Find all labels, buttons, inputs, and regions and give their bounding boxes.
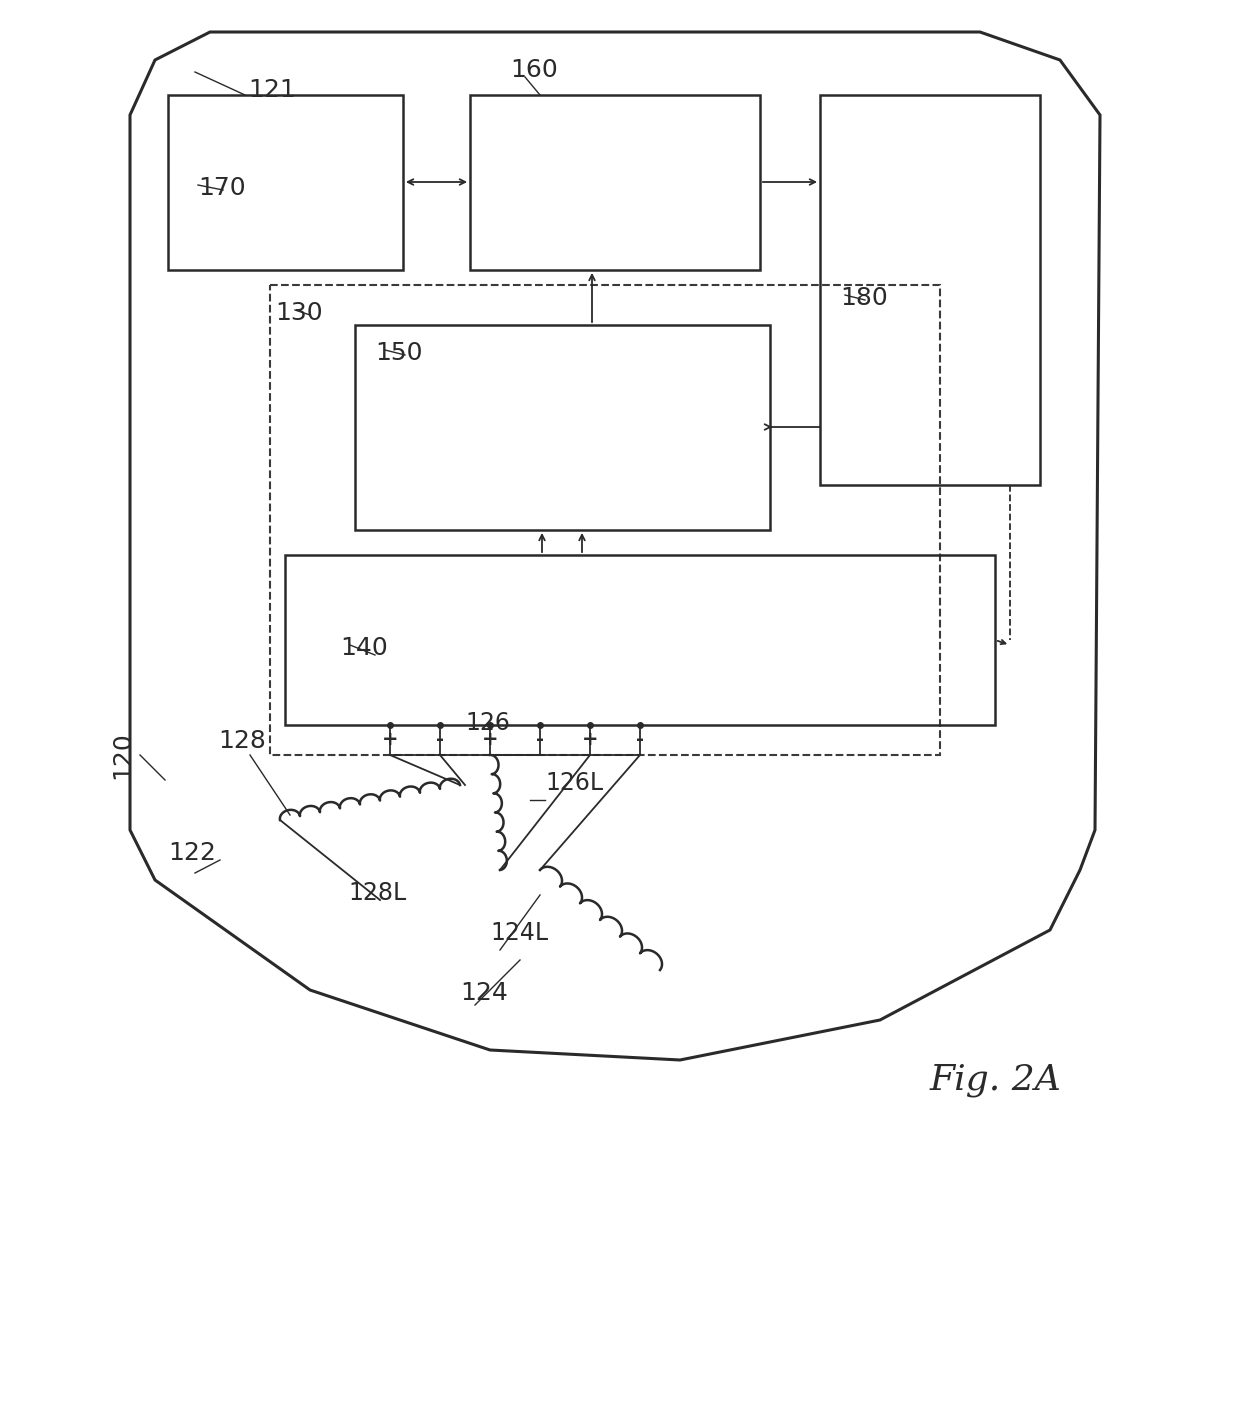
- Text: 130: 130: [275, 300, 322, 324]
- Bar: [167, 95, 403, 271]
- Bar: [270, 285, 940, 755]
- Text: 128: 128: [218, 728, 265, 752]
- Text: 160: 160: [510, 58, 558, 82]
- Text: 120: 120: [110, 731, 134, 779]
- Text: 124L: 124L: [490, 921, 548, 945]
- Text: 170: 170: [198, 176, 246, 200]
- Text: -: -: [436, 730, 444, 750]
- Text: 124: 124: [460, 981, 508, 1005]
- Text: +: +: [582, 730, 598, 750]
- Text: 126: 126: [465, 711, 510, 735]
- Text: 126L: 126L: [546, 771, 603, 795]
- Text: Fig. 2A: Fig. 2A: [930, 1063, 1061, 1097]
- Text: 128L: 128L: [348, 881, 407, 905]
- Text: 180: 180: [839, 286, 888, 310]
- Text: -: -: [536, 730, 544, 750]
- Text: -: -: [636, 730, 644, 750]
- Bar: [355, 324, 770, 530]
- Bar: [285, 555, 994, 726]
- Text: +: +: [382, 730, 398, 750]
- Text: +: +: [482, 730, 498, 750]
- Text: 140: 140: [340, 636, 388, 660]
- Text: 122: 122: [167, 842, 216, 864]
- Text: 150: 150: [374, 341, 423, 366]
- Text: 121: 121: [248, 78, 296, 102]
- Bar: [470, 95, 760, 271]
- Bar: [820, 95, 1040, 485]
